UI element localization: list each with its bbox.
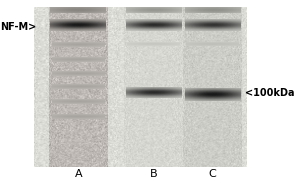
Text: B: B <box>150 169 158 179</box>
Text: NF-M>: NF-M> <box>0 22 36 32</box>
Text: A: A <box>74 169 82 179</box>
Text: <100kDa: <100kDa <box>244 88 294 98</box>
Text: C: C <box>208 169 216 179</box>
